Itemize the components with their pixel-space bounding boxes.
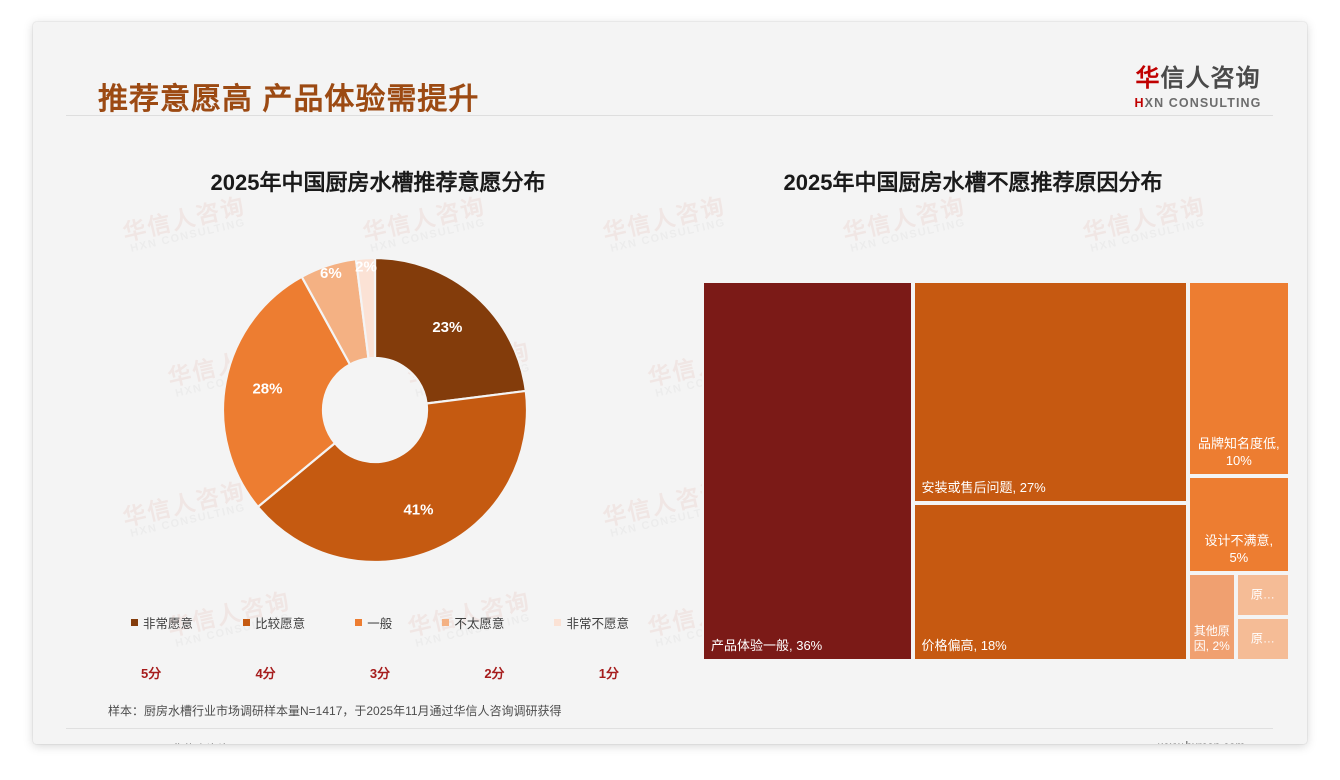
legend-swatch-icon bbox=[131, 619, 138, 626]
legend-item-label: 非常不愿意 bbox=[566, 617, 629, 631]
donut-legend: 非常愿意 比较愿意 一般 不太愿意 非常不愿意 bbox=[97, 613, 663, 632]
donut-slice-label: 41% bbox=[403, 501, 433, 518]
donut-chart: 23% 41% 28% 6% 2% bbox=[215, 250, 535, 570]
legend-item[interactable]: 非常愿意 bbox=[131, 613, 193, 632]
logo-cn-accent: 华 bbox=[1135, 65, 1161, 92]
treemap-cell[interactable]: 品牌知名度低, 10% bbox=[1187, 281, 1290, 476]
header-divider bbox=[66, 115, 1273, 116]
treemap-cell[interactable]: 价格偏高, 18% bbox=[912, 503, 1188, 661]
donut-slice[interactable] bbox=[221, 275, 352, 509]
logo-en-rest: XN CONSULTING bbox=[1144, 96, 1262, 110]
treemap-cell[interactable]: 原… bbox=[1235, 572, 1290, 617]
treemap-cell-label: 品牌知名度低, 10% bbox=[1198, 436, 1280, 468]
legend-swatch-icon bbox=[243, 619, 251, 626]
footer-divider bbox=[66, 728, 1273, 729]
treemap-cell-label: 其他原因, 2% bbox=[1193, 623, 1230, 653]
logo-cn-rest: 信人咨询 bbox=[1160, 65, 1261, 92]
score-label: 5分 bbox=[141, 666, 162, 681]
legend-item-label: 一般 bbox=[367, 617, 393, 631]
panel-recommendation-willingness: 2025年中国厨房水槽推荐意愿分布 23% 41% 28% 6% 2% 非常愿意 比较愿意… bbox=[93, 165, 663, 705]
treemap-cell[interactable]: 产品体验一般, 36% bbox=[702, 281, 913, 661]
sample-note: 样本：厨房水槽行业市场调研样本量N=1417，于2025年11月通过华信人咨询调… bbox=[108, 704, 562, 718]
website-url: www.hxrcon.com bbox=[1158, 741, 1245, 744]
copyright-text: ©2026.1 HXR华信人咨询 bbox=[101, 741, 230, 744]
legend-item-label: 非常愿意 bbox=[143, 617, 194, 631]
slide-footer: ©2026.1 HXR华信人咨询 www.hxrcon.com bbox=[33, 732, 1307, 744]
donut-slice[interactable] bbox=[256, 389, 529, 564]
legend-item[interactable]: 不太愿意 bbox=[442, 613, 504, 632]
slide-card: 华信人咨询 HXN CONSULTING 华信人咨询 HXN CONSULTING 华信… bbox=[33, 22, 1307, 744]
chart-title-donut: 2025年中国厨房水槽推荐意愿分布 bbox=[210, 170, 546, 195]
treemap-chart: 产品体验一般, 36% 安装或售后问题, 27% 价格偏高, 18% 品牌知名度低, … bbox=[702, 281, 1290, 661]
treemap-cell-label: 价格偏高, 18% bbox=[921, 637, 1007, 653]
donut-slice-label: 2% bbox=[355, 258, 377, 275]
slide-header: 推荐意愿高 产品体验需提升 华信人咨询 HXN CONSULTING bbox=[33, 22, 1307, 117]
donut-slice[interactable] bbox=[373, 256, 528, 405]
treemap-cell[interactable]: 设计不满意, 5% bbox=[1187, 475, 1290, 573]
logo-en-accent: H bbox=[1134, 96, 1145, 110]
treemap-cell[interactable]: 原… bbox=[1235, 616, 1290, 661]
donut-slice[interactable] bbox=[354, 256, 377, 360]
score-label: 2分 bbox=[484, 666, 505, 681]
company-logo: 华信人咨询 HXN CONSULTING bbox=[1122, 58, 1274, 110]
treemap-cell[interactable]: 安装或售后问题, 27% bbox=[912, 281, 1188, 504]
score-label: 1分 bbox=[598, 666, 619, 681]
logo-english-text: HXN CONSULTING bbox=[1122, 96, 1274, 110]
donut-slice-label: 23% bbox=[432, 319, 462, 336]
legend-item[interactable]: 非常不愿意 bbox=[554, 613, 629, 632]
page-title: 推荐意愿高 产品体验需提升 bbox=[98, 83, 480, 116]
legend-item-label: 比较愿意 bbox=[255, 617, 306, 631]
logo-chinese-text: 华信人咨询 bbox=[1122, 58, 1274, 93]
chart-title-treemap: 2025年中国厨房水槽不愿推荐原因分布 bbox=[783, 170, 1163, 195]
legend-swatch-icon bbox=[442, 619, 450, 626]
treemap-cell-label: 安装或售后问题, 27% bbox=[921, 480, 1046, 496]
legend-swatch-icon bbox=[355, 619, 363, 626]
score-label: 3分 bbox=[369, 666, 391, 681]
score-label: 4分 bbox=[255, 666, 276, 681]
panel-unwilling-reasons: 2025年中国厨房水槽不愿推荐原因分布 产品体验一般, 36% 安装或售后问题, … bbox=[673, 165, 1290, 705]
treemap-cell-label: 原… bbox=[1250, 631, 1275, 646]
treemap-cell[interactable]: 其他原因, 2% bbox=[1187, 572, 1236, 661]
legend-item[interactable]: 一般 bbox=[355, 613, 392, 632]
score-scale-row: 5分 4分 3分 2分 1分 bbox=[97, 663, 663, 682]
donut-slice-label: 6% bbox=[320, 265, 342, 282]
treemap-cell-label: 设计不满意, 5% bbox=[1204, 533, 1274, 565]
treemap-cell-label: 原… bbox=[1250, 587, 1275, 602]
legend-item[interactable]: 比较愿意 bbox=[243, 613, 305, 632]
legend-item-label: 不太愿意 bbox=[454, 617, 505, 631]
treemap-cell-label: 产品体验一般, 36% bbox=[711, 637, 823, 653]
donut-chart-svg: 23% 41% 28% 6% 2% bbox=[221, 256, 529, 564]
legend-swatch-icon bbox=[554, 619, 562, 626]
donut-slice-label: 28% bbox=[252, 380, 282, 397]
